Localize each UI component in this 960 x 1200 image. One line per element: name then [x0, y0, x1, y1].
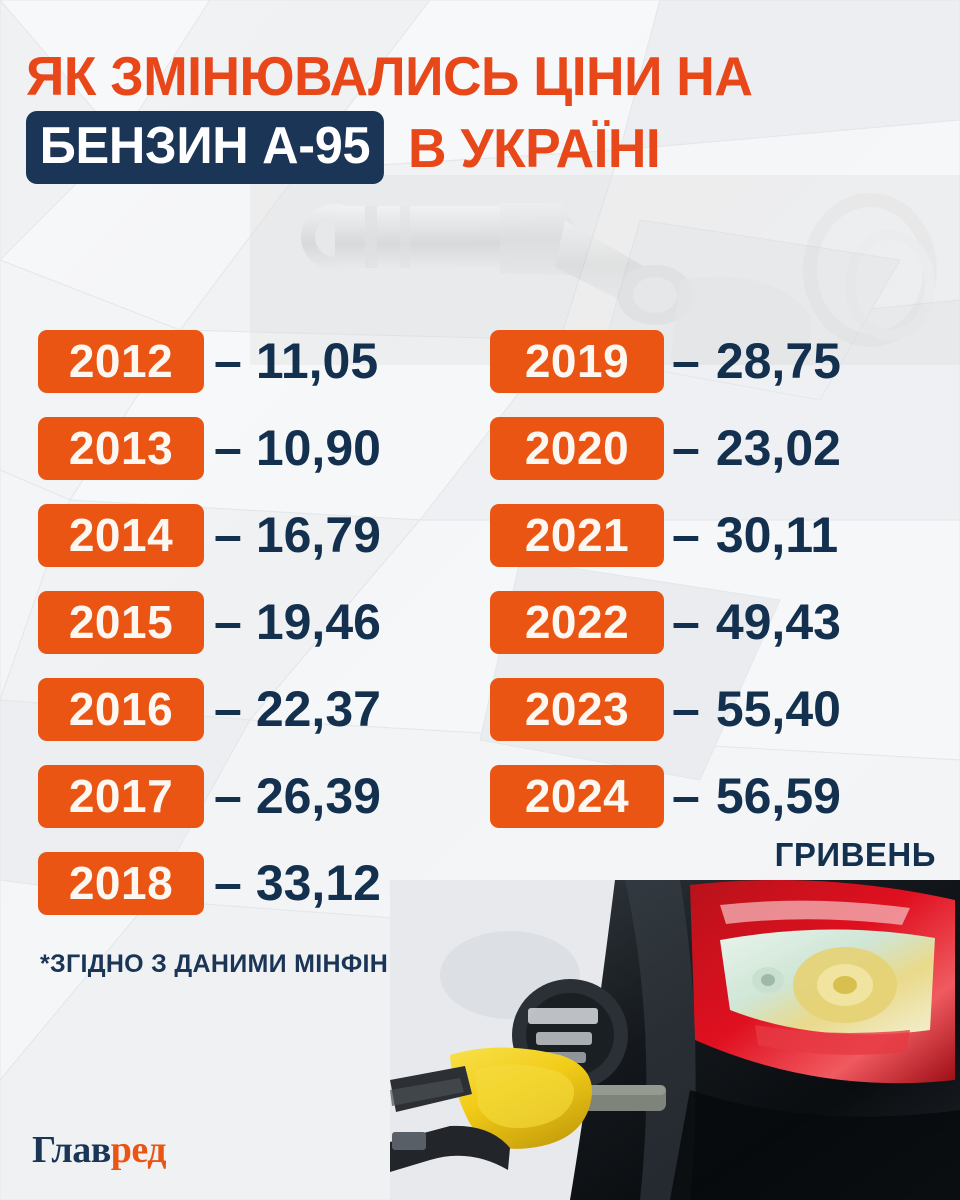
- price-value: 26,39: [255, 768, 381, 824]
- table-row: 2024 – 56,59: [490, 765, 940, 852]
- price-value: 49,43: [715, 594, 841, 650]
- year-badge: 2019: [490, 330, 664, 393]
- logo-part-dark: Глав: [32, 1129, 111, 1171]
- table-row: 2017 – 26,39: [38, 765, 458, 852]
- row-dash: –: [214, 768, 242, 824]
- price-value: 22,37: [255, 681, 381, 737]
- price-value: 11,05: [255, 333, 379, 389]
- row-dash: –: [672, 681, 700, 737]
- table-row: 2013 – 10,90: [38, 417, 458, 504]
- year-badge: 2018: [38, 852, 204, 915]
- price-value: 23,02: [715, 420, 841, 476]
- currency-unit-label: ГРИВЕНЬ: [774, 836, 936, 873]
- title-block: ЯК ЗМІНЮВАЛИСЬ ЦІНИ НА БЕНЗИН А-95 В УКР…: [26, 46, 946, 184]
- price-value: 55,40: [715, 681, 841, 737]
- table-row: 2021 – 30,11: [490, 504, 940, 591]
- year-badge: 2024: [490, 765, 664, 828]
- fuel-type-badge: БЕНЗИН А-95: [26, 111, 384, 184]
- row-dash: –: [214, 507, 242, 563]
- year-badge: 2017: [38, 765, 204, 828]
- year-badge: 2016: [38, 678, 204, 741]
- title-line-2-tail: В УКРАЇНІ: [407, 116, 661, 179]
- year-badge: 2021: [490, 504, 664, 567]
- price-value: 19,46: [255, 594, 381, 650]
- year-badge: 2020: [490, 417, 664, 480]
- table-row: 2012 – 11,05: [38, 330, 458, 417]
- price-value: 10,90: [255, 420, 381, 476]
- row-dash: –: [214, 855, 242, 911]
- table-row: 2016 – 22,37: [38, 678, 458, 765]
- year-badge: 2012: [38, 330, 204, 393]
- row-dash: –: [214, 333, 242, 389]
- table-row: 2018 – 33,12: [38, 852, 458, 939]
- year-badge: 2022: [490, 591, 664, 654]
- year-badge: 2015: [38, 591, 204, 654]
- row-dash: –: [672, 420, 700, 476]
- row-dash: –: [214, 420, 242, 476]
- price-column-right: 2019 – 28,75 2020 – 23,02 2021 – 30,11 2…: [490, 330, 940, 852]
- table-row: 2015 – 19,46: [38, 591, 458, 678]
- row-dash: –: [672, 507, 700, 563]
- price-column-left: 2012 – 11,05 2013 – 10,90 2014 – 16,79 2…: [38, 330, 458, 939]
- glavred-logo[interactable]: Главред: [32, 1128, 166, 1172]
- table-row: 2014 – 16,79: [38, 504, 458, 591]
- price-value: 16,79: [255, 507, 381, 563]
- table-row: 2019 – 28,75: [490, 330, 940, 417]
- car-refuelling-photo: [390, 880, 960, 1200]
- row-dash: –: [672, 768, 700, 824]
- table-row: 2023 – 55,40: [490, 678, 940, 765]
- row-dash: –: [214, 681, 242, 737]
- price-value: 28,75: [715, 333, 841, 389]
- row-dash: –: [214, 594, 242, 650]
- title-line-2: БЕНЗИН А-95 В УКРАЇНІ: [26, 111, 946, 184]
- source-footnote: *ЗГІДНО З ДАНИМИ МІНФІН: [40, 950, 389, 978]
- year-badge: 2023: [490, 678, 664, 741]
- table-row: 2022 – 49,43: [490, 591, 940, 678]
- row-dash: –: [672, 594, 700, 650]
- price-value: 56,59: [715, 768, 841, 824]
- row-dash: –: [672, 333, 700, 389]
- price-value: 33,12: [255, 855, 381, 911]
- table-row: 2020 – 23,02: [490, 417, 940, 504]
- year-badge: 2014: [38, 504, 204, 567]
- logo-part-accent: ред: [110, 1129, 167, 1171]
- price-value: 30,11: [715, 507, 839, 563]
- year-badge: 2013: [38, 417, 204, 480]
- title-line-1: ЯК ЗМІНЮВАЛИСЬ ЦІНИ НА: [26, 45, 753, 107]
